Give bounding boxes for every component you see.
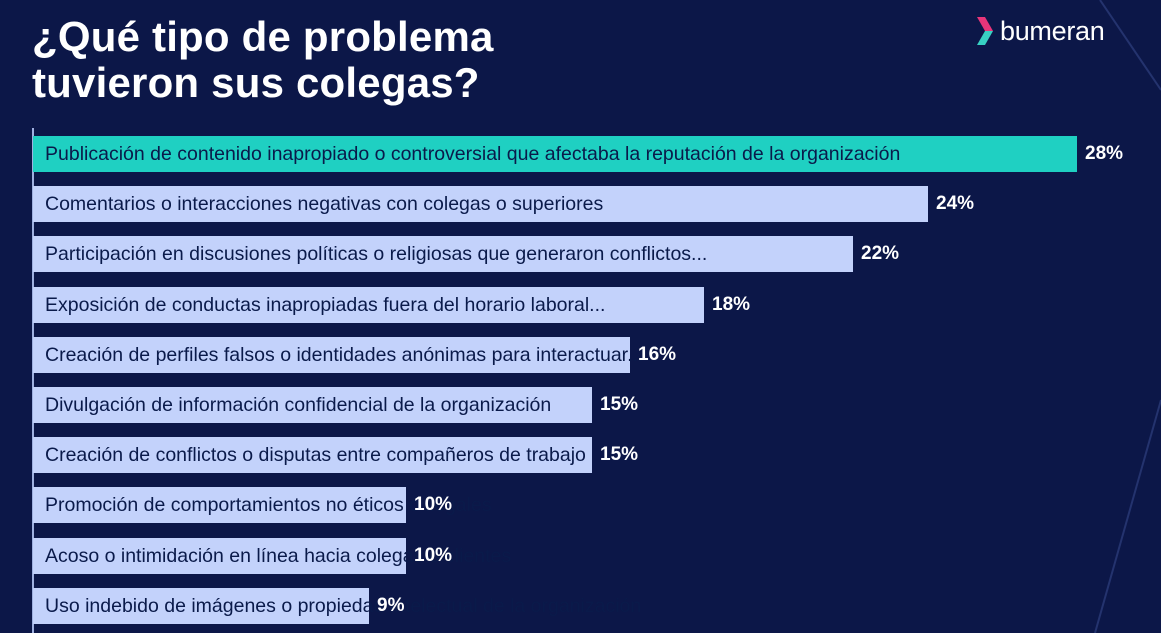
bar-value-label: 10%: [414, 494, 453, 515]
bar: [33, 387, 592, 423]
bar-value-label: 9%: [377, 595, 405, 616]
bar-label: Divulgación de información confidencial …: [45, 394, 552, 416]
bar: [33, 337, 630, 373]
bar: [33, 588, 369, 624]
bar: [33, 538, 406, 574]
bar: [33, 236, 853, 272]
bar-label: Publicación de contenido inapropiado o c…: [45, 143, 901, 165]
bar-label: Creación de conflictos o disputas entre …: [45, 444, 586, 466]
bar-label: Comentarios o interacciones negativas co…: [45, 193, 604, 215]
bar: [33, 437, 592, 473]
bar-value-label: 15%: [600, 394, 639, 415]
bar-value-label: 22%: [861, 243, 900, 264]
title-line-2: tuvieron sus colegas?: [32, 59, 480, 106]
category-axis-line: [32, 128, 34, 633]
title-line-1: ¿Qué tipo de problema: [32, 13, 494, 60]
logo-text: bumeran: [1000, 15, 1105, 46]
bar-value-label: 28%: [1085, 143, 1124, 164]
bumeran-chevron-icon: [977, 17, 993, 45]
bar: [33, 487, 406, 523]
bar-label: Uso indebido de imágenes o propiedad int…: [45, 595, 642, 617]
bar-value-label: 18%: [712, 294, 751, 315]
bumeran-logo: bumeran: [976, 14, 1105, 48]
bar-label: Promoción de comportamientos no éticos o…: [45, 494, 492, 516]
bar: [33, 186, 928, 222]
bar: [33, 287, 704, 323]
bar-value-label: 24%: [936, 193, 975, 214]
bar-label: Exposición de conductas inapropiadas fue…: [45, 294, 606, 316]
bar-value-label: 16%: [638, 344, 677, 365]
bar-label: Acoso o intimidación en línea hacia cole…: [45, 545, 512, 567]
chart-title: ¿Qué tipo de problema tuvieron sus coleg…: [32, 14, 494, 106]
bar-value-label: 10%: [414, 545, 453, 566]
bar-label: Participación en discusiones políticas o…: [45, 243, 708, 265]
bar: [33, 136, 1077, 172]
bar-label: Creación de perfiles falsos o identidade…: [45, 344, 644, 366]
bar-value-label: 15%: [600, 444, 639, 465]
